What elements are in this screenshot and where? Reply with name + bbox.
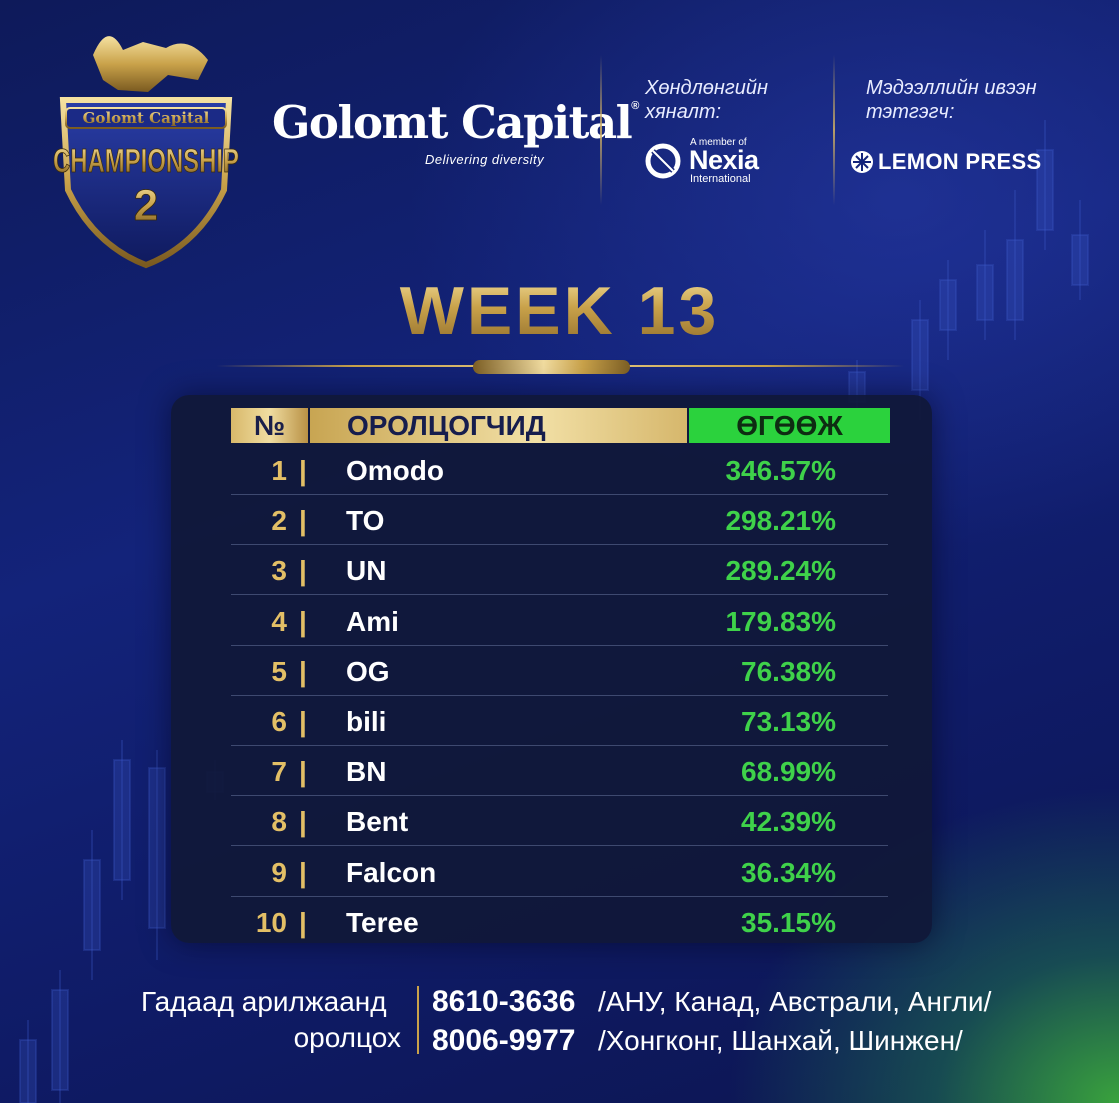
return-cell: 36.34% <box>741 856 836 888</box>
participant-cell: BN <box>346 756 387 788</box>
rank-separator: | <box>299 906 307 938</box>
rank-cell: 4 <box>271 605 287 637</box>
rank-separator: | <box>299 555 307 587</box>
table-row: 6 | bili 73.13% <box>231 696 888 746</box>
row-divider <box>231 594 888 596</box>
rank-separator: | <box>299 605 307 637</box>
row-divider <box>231 494 888 495</box>
rank-cell: 8 <box>271 806 287 838</box>
participant-cell: Falcon <box>346 856 437 888</box>
lemon-icon <box>851 151 873 173</box>
participant-cell: Bent <box>346 806 409 838</box>
leaderboard-panel <box>171 395 932 943</box>
footer-label-line2: оролцох <box>293 1022 401 1053</box>
rank-cell: 9 <box>271 856 287 888</box>
nexia-suffix: International <box>690 173 751 185</box>
participant-cell: TO <box>346 505 385 537</box>
lemon-press-name: LEMON PRESS <box>878 149 1042 174</box>
table-row: 9 | Falcon 36.34% <box>231 847 888 897</box>
phone-regions-1: /АНУ, Канад, Австрали, Англи/ <box>598 986 992 1017</box>
table-row: 1 | Omodo 346.57% <box>231 445 888 495</box>
shield-shape <box>59 97 233 269</box>
registered-icon: ® <box>631 100 639 112</box>
participant-cell: Omodo <box>346 455 444 486</box>
nexia-member-text: A member of <box>690 137 747 148</box>
auditor-label: Хөндлөнгийн хяналт: <box>645 77 769 123</box>
return-cell: 76.38% <box>741 655 836 687</box>
participant-cell: OG <box>346 655 390 687</box>
title-ornament <box>473 360 630 374</box>
table-row: 5 | OG 76.38% <box>231 646 888 696</box>
participant-cell: bili <box>346 706 387 737</box>
header-divider <box>833 55 835 205</box>
row-divider <box>231 644 888 646</box>
footer-divider <box>417 986 419 1054</box>
badge-title: CHAMPIONSHIP <box>53 142 239 179</box>
table-row: 4 | Ami 179.83% <box>231 596 888 646</box>
header-divider <box>600 55 602 205</box>
row-divider <box>231 544 888 546</box>
table-row: 8 | Bent 42.39% <box>231 796 888 847</box>
phone-number-1[interactable]: 8610-3636 <box>432 985 576 1018</box>
participant-cell: Ami <box>346 605 399 637</box>
row-divider <box>231 845 888 847</box>
return-cell: 179.83% <box>725 605 836 637</box>
media-label: Мэдээллийн ивээн тэтгэгч: <box>866 77 1037 123</box>
golomt-capital-logo: Golomt Capital® <box>272 96 639 149</box>
phone-number-2[interactable]: 8006-9977 <box>432 1024 576 1057</box>
table-row: 3 | UN 289.24% <box>231 545 888 596</box>
rank-separator: | <box>299 806 307 838</box>
rank-cell: 3 <box>271 555 287 587</box>
header-rank: № <box>231 408 308 443</box>
week-title: WEEK 13 <box>0 272 1119 350</box>
return-cell: 73.13% <box>741 706 836 737</box>
row-divider <box>231 795 888 797</box>
return-cell: 42.39% <box>741 806 836 838</box>
rank-separator: | <box>299 455 307 486</box>
participant-cell: UN <box>346 555 387 587</box>
phone-regions-2: /Хонгконг, Шанхай, Шинжен/ <box>598 1025 963 1056</box>
header-participant: ОРОЛЦОГЧИД <box>310 408 687 443</box>
return-cell: 35.15% <box>741 906 836 938</box>
nexia-name: Nexia <box>689 145 759 175</box>
row-divider <box>231 694 888 696</box>
bull-bear-emblem <box>93 36 208 92</box>
rank-cell: 1 <box>271 455 287 486</box>
return-cell: 289.24% <box>725 555 836 587</box>
rank-cell: 2 <box>271 505 287 537</box>
badge-number: 2 <box>134 181 158 230</box>
return-cell: 68.99% <box>741 756 836 788</box>
row-divider <box>231 745 888 746</box>
badge-brand: Golomt Capital <box>83 109 210 127</box>
row-divider <box>231 895 888 897</box>
rank-cell: 10 <box>255 906 287 938</box>
table-row: 7 | BN 68.99% <box>231 746 888 797</box>
footer-label-line1: Гадаад арилжаанд <box>141 986 387 1017</box>
rank-separator: | <box>299 756 307 788</box>
table-row: 10 | Teree 35.15% <box>231 897 888 947</box>
rank-separator: | <box>299 505 307 537</box>
header-return: ӨГӨӨЖ <box>689 408 890 443</box>
rank-separator: | <box>299 706 307 737</box>
rank-separator: | <box>299 856 307 888</box>
championship-badge: Golomt Capital CHAMPIONSHIP 2 <box>53 36 239 269</box>
nexia-logo <box>645 143 681 179</box>
brand-tagline: Delivering diversity <box>425 152 545 167</box>
return-cell: 346.57% <box>725 455 836 486</box>
table-row: 2 | TO 298.21% <box>231 495 888 546</box>
rank-cell: 5 <box>271 655 287 687</box>
brand-name: Golomt Capital <box>272 96 633 149</box>
rank-separator: | <box>299 655 307 687</box>
rank-cell: 7 <box>271 756 287 788</box>
return-cell: 298.21% <box>725 505 836 537</box>
rank-cell: 6 <box>271 706 287 737</box>
participant-cell: Teree <box>346 906 419 938</box>
